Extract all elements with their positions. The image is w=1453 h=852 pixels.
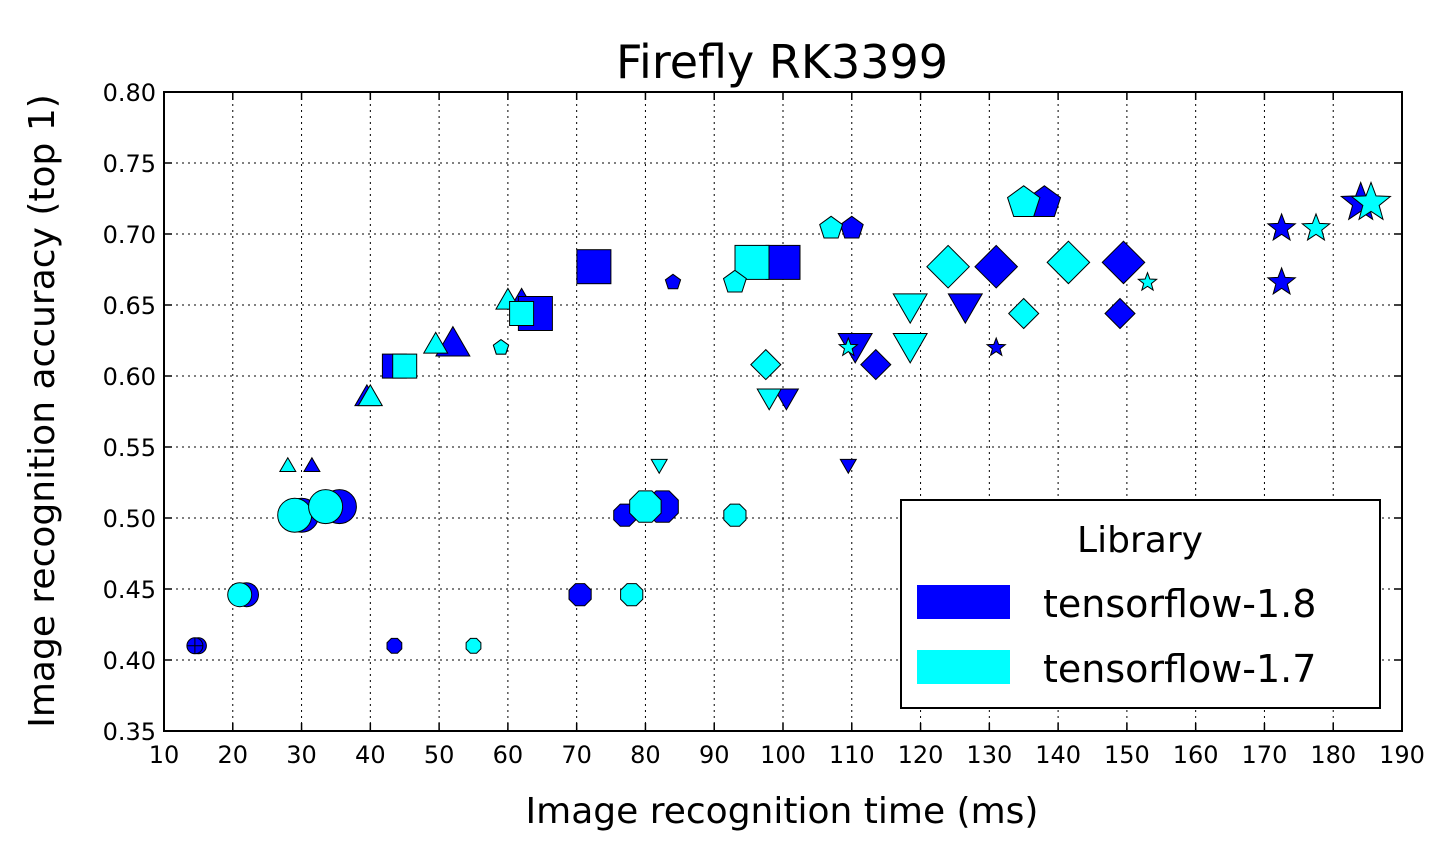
data-point-diamond	[974, 244, 1019, 289]
data-point-triangle-up	[278, 456, 297, 472]
data-point-star	[837, 336, 859, 357]
data-point-diamond	[1104, 297, 1136, 330]
x-tick-label: 90	[699, 741, 730, 769]
x-tick-label: 70	[561, 741, 592, 769]
y-tick-label: 0.65	[103, 292, 156, 320]
y-tick-label: 0.35	[103, 718, 156, 746]
data-point-circle	[277, 497, 313, 533]
x-tick-label: 40	[355, 741, 386, 769]
data-point-diamond	[750, 348, 782, 381]
legend-title: Library	[1077, 520, 1203, 561]
data-point-pentagon	[664, 273, 682, 290]
legend-swatch-tensorflow-1-8	[917, 585, 1010, 619]
y-tick-label: 0.55	[103, 434, 156, 462]
x-tick-label: 50	[424, 741, 455, 769]
x-tick-label: 130	[966, 741, 1012, 769]
data-point-square	[765, 244, 801, 280]
data-point-pentagon	[839, 215, 864, 239]
legend-swatch-tensorflow-1-7	[917, 650, 1010, 684]
data-point-triangle-down	[839, 458, 858, 475]
data-point-triangle-down	[773, 388, 800, 411]
data-point-square	[576, 249, 612, 285]
legend: Library tensorflow-1.8 tensorflow-1.7	[900, 499, 1381, 709]
y-tick-label: 0.45	[103, 576, 156, 604]
data-point-circle	[308, 489, 344, 525]
x-tick-label: 20	[218, 741, 249, 769]
data-point-triangle-down	[892, 293, 928, 325]
x-tick-label: 60	[493, 741, 524, 769]
x-tick-label: 80	[630, 741, 661, 769]
data-point-square	[734, 244, 770, 280]
axis-ticks: 10 20 30 40 50 60 70 80 90 100 110 120 130 140 150 160 1…	[103, 79, 1425, 769]
x-tick-label: 110	[829, 741, 875, 769]
data-point-diamond	[1007, 297, 1040, 330]
legend-label-tensorflow-1-7: tensorflow-1.7	[1043, 647, 1316, 691]
data-point-triangle-up	[422, 331, 449, 354]
y-tick-label: 0.40	[103, 647, 156, 675]
data-point-square	[392, 353, 418, 379]
x-axis-label: Image recognition time (ms)	[526, 791, 1039, 832]
data-point-octagon	[620, 583, 644, 607]
x-tick-label: 190	[1379, 741, 1425, 769]
x-tick-label: 120	[898, 741, 944, 769]
x-tick-label: 170	[1242, 741, 1288, 769]
data-point-triangle-down	[947, 293, 984, 325]
y-tick-label: 0.80	[103, 79, 156, 107]
data-point-triangle-down	[650, 458, 669, 475]
data-point-triangle-up	[303, 456, 321, 472]
data-point-diamond	[1046, 240, 1091, 285]
data-point-octagon	[465, 637, 482, 654]
data-markers	[186, 180, 1392, 655]
data-point-octagon	[568, 583, 592, 607]
data-point-triangle-down	[892, 333, 928, 364]
data-point-diamond	[926, 244, 971, 289]
x-tick-label: 160	[1173, 741, 1219, 769]
x-tick-label: 150	[1104, 741, 1150, 769]
data-point-pentagon	[1006, 185, 1041, 218]
data-point-star	[1266, 212, 1297, 242]
data-point-star	[1350, 180, 1392, 221]
data-point-diamond	[1101, 240, 1146, 285]
data-point-star	[1137, 271, 1158, 292]
data-point-circle	[227, 582, 253, 608]
y-tick-label: 0.70	[103, 221, 156, 249]
data-point-pentagon	[819, 215, 844, 239]
x-tick-label: 10	[149, 741, 180, 769]
y-tick-label: 0.75	[103, 150, 156, 178]
data-point-star	[1300, 212, 1332, 242]
y-tick-label: 0.60	[103, 363, 156, 391]
data-point-pentagon	[722, 269, 747, 293]
x-tick-label: 140	[1035, 741, 1081, 769]
y-axis-label: Image recognition accuracy (top 1)	[22, 94, 63, 728]
chart-title: Firefly RK3399	[616, 35, 948, 89]
legend-label-tensorflow-1-8: tensorflow-1.8	[1043, 582, 1316, 626]
grid-lines	[164, 92, 1402, 731]
data-point-pentagon	[492, 338, 510, 355]
data-point-octagon	[386, 637, 403, 654]
y-tick-label: 0.50	[103, 505, 156, 533]
data-point-square	[509, 301, 535, 326]
data-point-triangle-up	[357, 383, 384, 407]
data-point-star	[985, 336, 1007, 357]
data-point-octagon	[629, 490, 662, 523]
x-tick-label: 100	[760, 741, 806, 769]
x-tick-label: 180	[1310, 741, 1356, 769]
data-point-star	[1266, 266, 1297, 296]
data-point-octagon	[723, 503, 747, 527]
data-point-triangle-down	[756, 388, 783, 411]
x-tick-label: 30	[286, 741, 317, 769]
data-point-plus	[186, 637, 204, 655]
plot-frame	[163, 91, 1403, 732]
data-point-diamond	[860, 348, 892, 381]
